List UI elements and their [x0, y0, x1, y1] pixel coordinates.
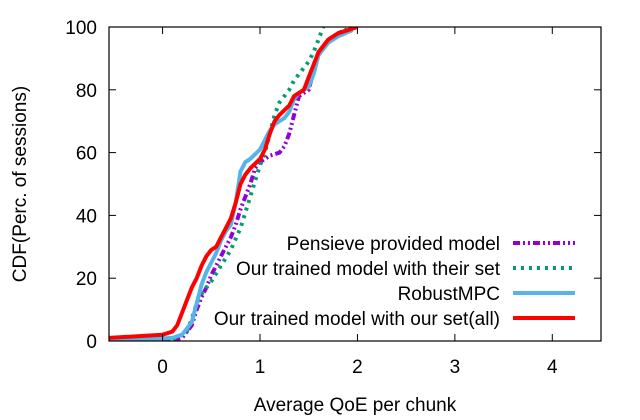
series-line-2	[133, 27, 326, 341]
y-tick-label: 100	[65, 18, 97, 39]
series-line-3	[109, 28, 354, 341]
y-axis-title: CDF(Perc. of sessions)	[10, 86, 31, 282]
plot-area-frame	[108, 26, 602, 342]
x-axis-title: Average QoE per chunk	[254, 395, 457, 416]
legend-label-2: Our trained model with their set	[236, 259, 501, 280]
y-tick-label: 40	[76, 206, 97, 227]
legend-label-3: RobustMPC	[398, 284, 500, 305]
y-tick-label: 80	[76, 81, 97, 102]
legend-label-1: Pensieve provided model	[287, 234, 500, 255]
y-tick-label: 20	[76, 269, 97, 290]
x-tick-label: 2	[352, 357, 363, 378]
x-tick-label: 0	[157, 357, 168, 378]
series-layer	[109, 27, 359, 341]
x-tick-label: 4	[547, 357, 558, 378]
x-tick-label: 1	[255, 357, 266, 378]
y-tick-label: 60	[76, 144, 97, 165]
x-tick-label: 3	[450, 357, 461, 378]
legend-label-4: Our trained model with our set(all)	[214, 309, 500, 330]
series-line-1	[133, 27, 354, 341]
legend: Pensieve provided model Our trained model…	[214, 234, 575, 330]
y-tick-label: 0	[86, 332, 97, 353]
series-line-4	[109, 27, 359, 340]
